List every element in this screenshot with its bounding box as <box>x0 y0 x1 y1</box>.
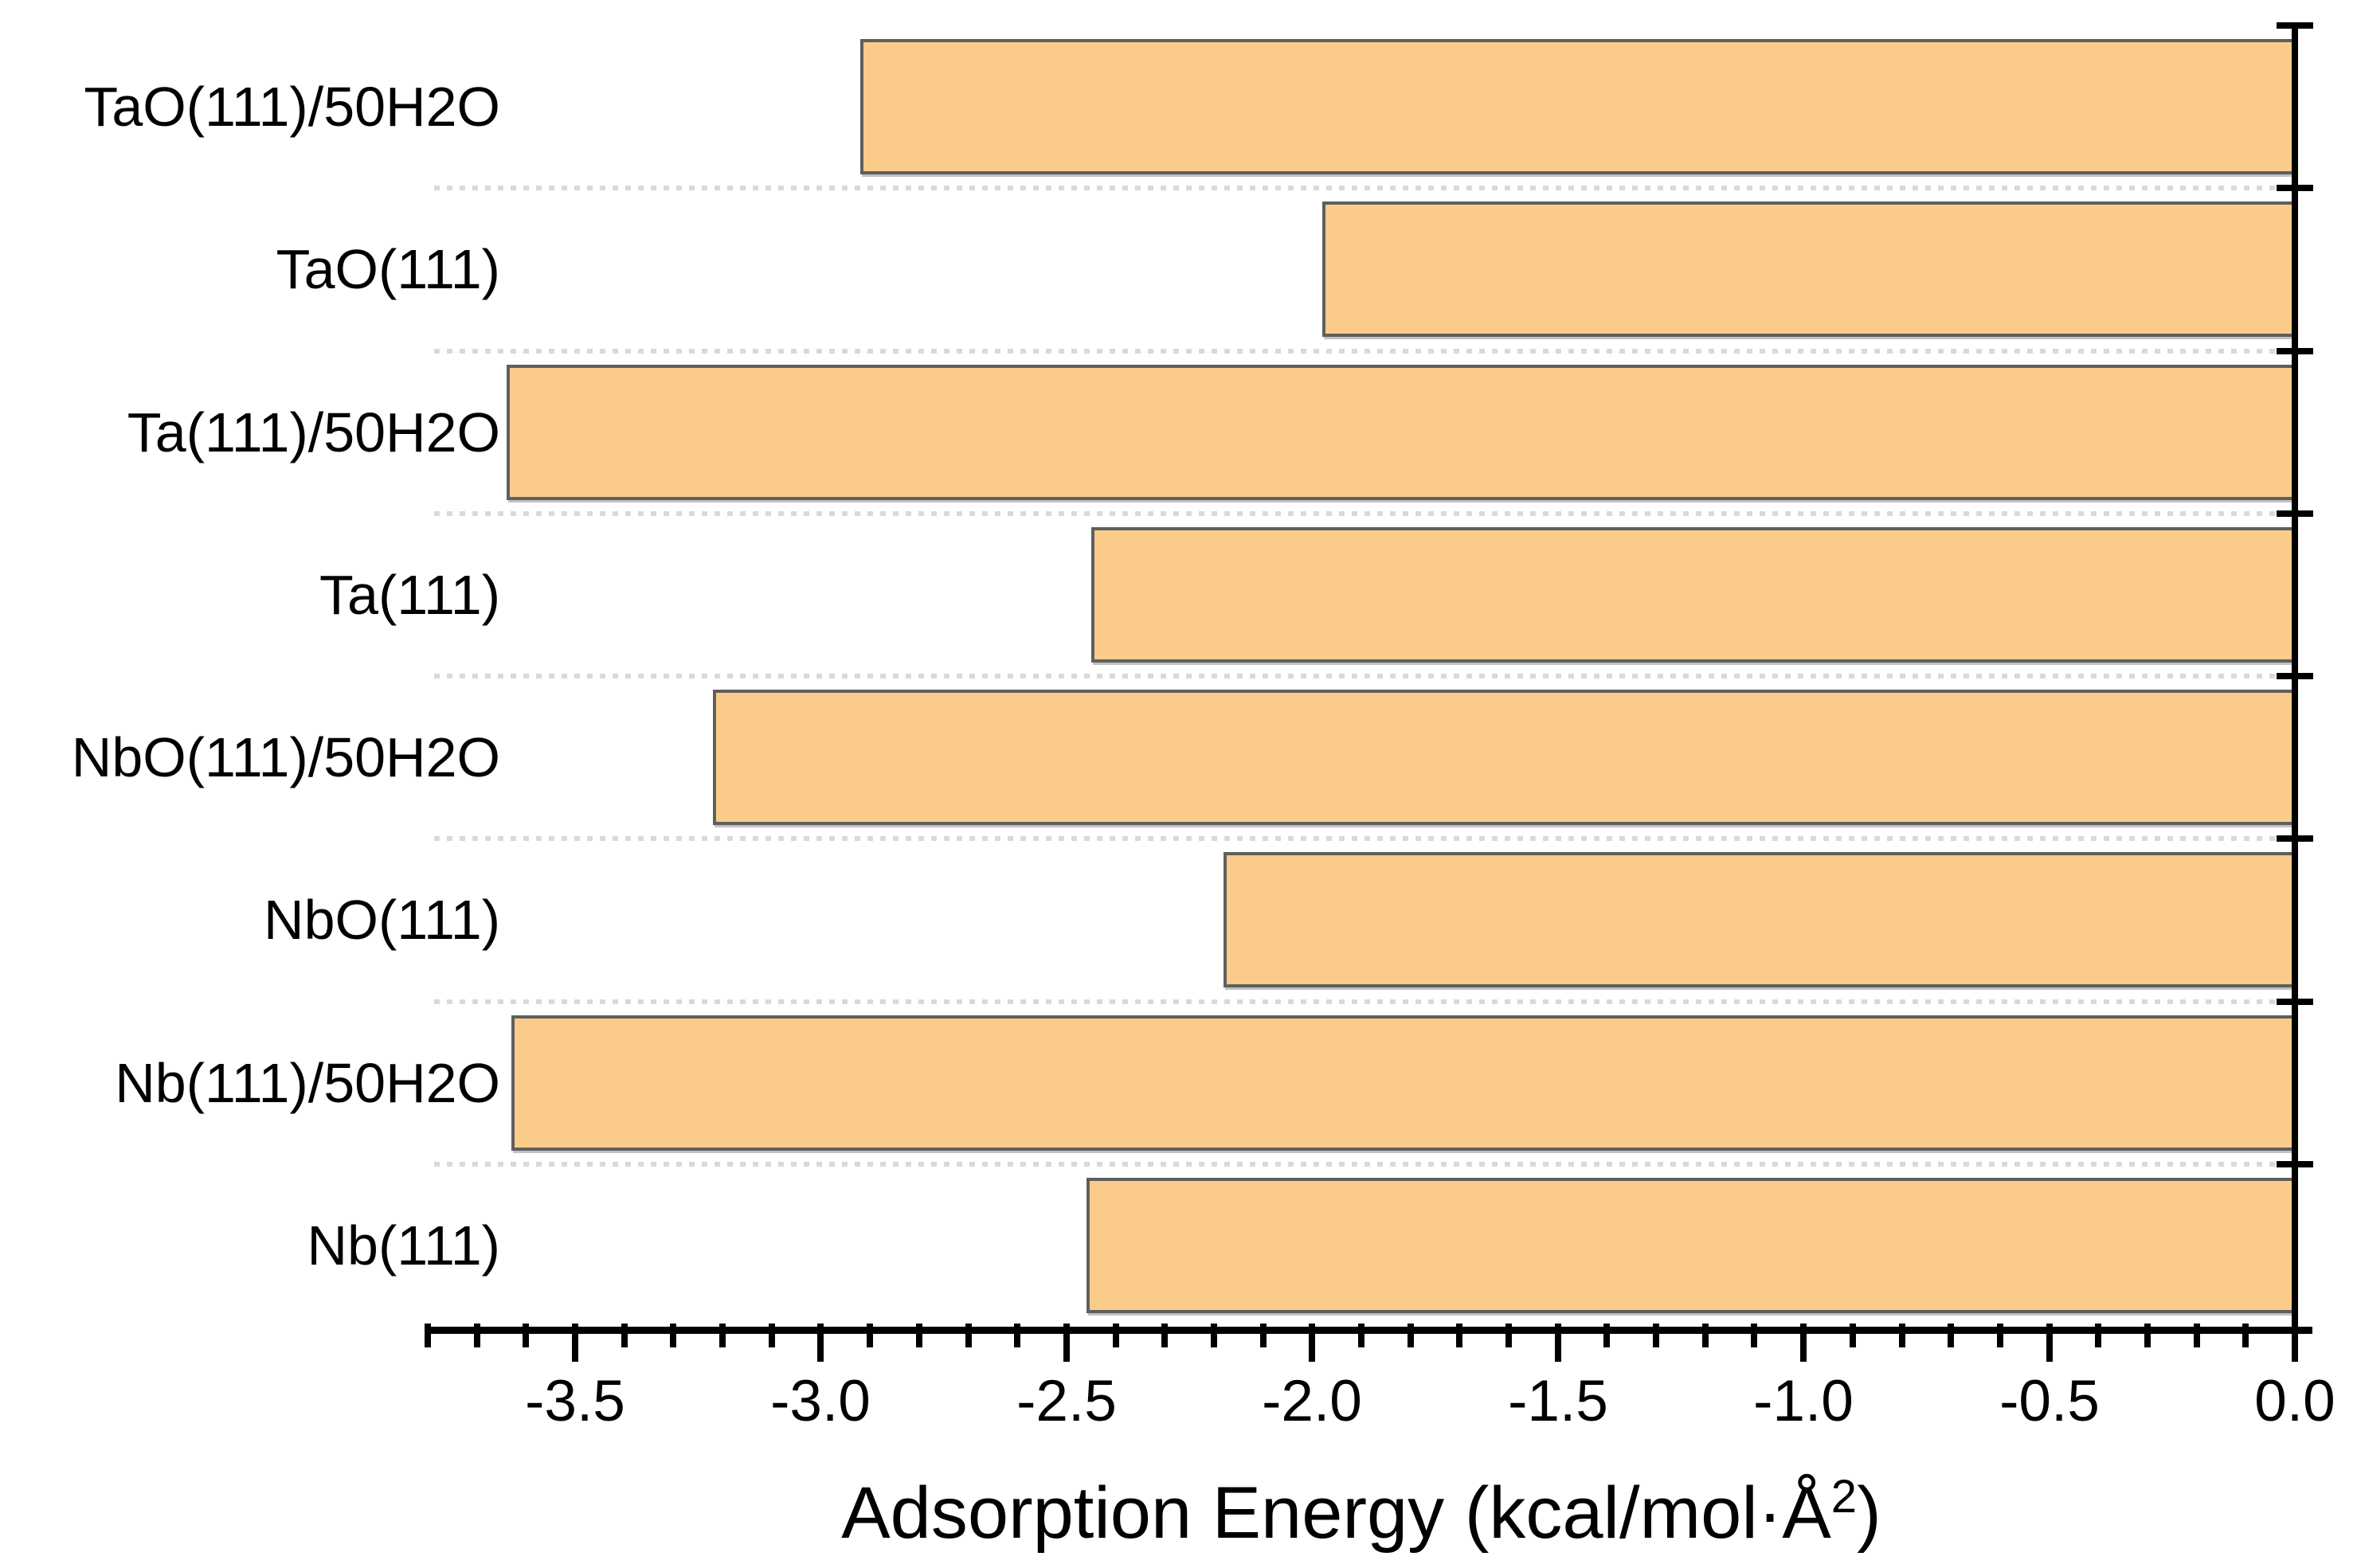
category-label: Ta(111) <box>319 564 500 626</box>
bar-Nb(111)/50H2O <box>511 1015 2295 1151</box>
right-axis-tick <box>2277 835 2313 842</box>
x-axis-line <box>428 1327 2312 1334</box>
x-minor-tick <box>1161 1324 1168 1347</box>
category-separator-gridline <box>434 999 2295 1004</box>
x-tick-label: -3.5 <box>525 1369 625 1433</box>
x-axis-title-superscript: 2 <box>1830 1471 1858 1523</box>
bar-Ta(111)/50H2O <box>507 365 2295 500</box>
x-major-tick <box>572 1324 578 1362</box>
right-axis-tick <box>2277 22 2313 29</box>
x-tick-label: -2.0 <box>1262 1369 1362 1433</box>
x-major-tick <box>2046 1324 2053 1362</box>
x-axis-title: Adsorption Energy (kcal/mol·Å2) <box>428 1471 2295 1564</box>
x-minor-tick <box>1948 1324 1954 1347</box>
x-minor-tick <box>1603 1324 1610 1347</box>
x-minor-tick <box>2095 1324 2101 1347</box>
x-major-tick <box>1309 1324 1315 1362</box>
x-minor-tick <box>719 1324 726 1347</box>
x-minor-tick <box>1702 1324 1709 1347</box>
category-label: NbO(111) <box>264 889 500 951</box>
x-major-tick <box>1800 1324 1807 1362</box>
right-axis-tick <box>2277 348 2313 354</box>
x-major-tick <box>1063 1324 1070 1362</box>
x-minor-tick <box>1899 1324 1905 1347</box>
category-separator-gridline <box>434 674 2295 678</box>
right-axis-tick <box>2277 1161 2313 1167</box>
category-separator-gridline <box>434 186 2295 190</box>
category-label: Nb(111) <box>307 1214 500 1277</box>
category-separator-gridline <box>434 1162 2295 1167</box>
bar-TaO(111) <box>1322 201 2295 337</box>
x-minor-tick <box>670 1324 676 1347</box>
right-axis-tick <box>2277 999 2313 1005</box>
x-tick-label: -1.5 <box>1508 1369 1608 1433</box>
right-axis-tick <box>2277 673 2313 679</box>
x-minor-tick <box>2144 1324 2151 1347</box>
x-minor-tick <box>1113 1324 1119 1347</box>
x-minor-tick <box>1997 1324 2003 1347</box>
x-minor-tick <box>621 1324 628 1347</box>
x-minor-tick <box>965 1324 972 1347</box>
category-label: Ta(111)/50H2O <box>127 401 500 463</box>
bar-Ta(111) <box>1091 527 2295 663</box>
bar-NbO(111)/50H2O <box>713 690 2295 825</box>
x-tick-label: -3.0 <box>770 1369 871 1433</box>
x-major-tick <box>1555 1324 1561 1362</box>
x-minor-tick <box>1260 1324 1267 1347</box>
category-label: TaO(111)/50H2O <box>84 76 500 138</box>
x-minor-tick <box>1014 1324 1020 1347</box>
x-major-tick <box>2292 1324 2298 1362</box>
x-minor-tick <box>1211 1324 1217 1347</box>
category-separator-gridline <box>434 511 2295 516</box>
bar-NbO(111) <box>1224 852 2295 987</box>
x-minor-tick <box>2194 1324 2200 1347</box>
x-minor-tick <box>916 1324 922 1347</box>
bar-TaO(111)/50H2O <box>860 39 2295 174</box>
x-minor-tick <box>1408 1324 1414 1347</box>
x-minor-tick <box>2242 1324 2249 1347</box>
category-label: Nb(111)/50H2O <box>115 1052 500 1114</box>
x-minor-tick <box>425 1324 431 1347</box>
x-minor-tick <box>1505 1324 1512 1347</box>
x-tick-label: -1.0 <box>1753 1369 1854 1433</box>
bar-Nb(111) <box>1086 1178 2295 1313</box>
right-axis-tick <box>2277 510 2313 517</box>
x-minor-tick <box>769 1324 775 1347</box>
x-axis-title-close: ) <box>1857 1472 1881 1554</box>
x-axis-title-text: Adsorption Energy (kcal/mol·Å <box>841 1472 1831 1554</box>
x-minor-tick <box>1358 1324 1364 1347</box>
x-tick-label: 0.0 <box>2254 1369 2335 1433</box>
x-tick-label: -0.5 <box>1999 1369 2100 1433</box>
category-separator-gridline <box>434 836 2295 841</box>
x-minor-tick <box>1456 1324 1462 1347</box>
x-minor-tick <box>474 1324 480 1347</box>
x-major-tick <box>817 1324 824 1362</box>
x-minor-tick <box>523 1324 529 1347</box>
right-axis-tick <box>2277 185 2313 191</box>
x-minor-tick <box>1751 1324 1757 1347</box>
x-minor-tick <box>1850 1324 1856 1347</box>
category-separator-gridline <box>434 349 2295 354</box>
category-label: NbO(111)/50H2O <box>71 726 500 788</box>
x-minor-tick <box>1653 1324 1659 1347</box>
x-tick-label: -2.5 <box>1016 1369 1117 1433</box>
right-axis-line <box>2292 25 2298 1334</box>
category-label: TaO(111) <box>276 238 500 300</box>
x-minor-tick <box>867 1324 873 1347</box>
